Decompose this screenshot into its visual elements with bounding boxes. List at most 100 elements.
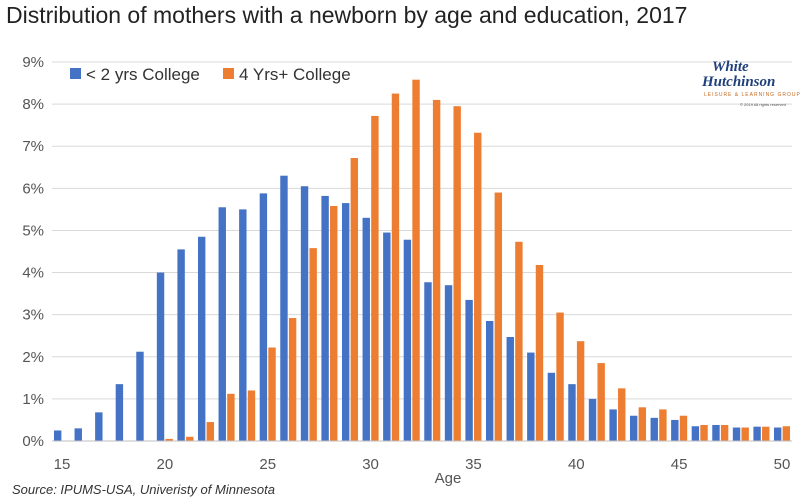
bar-less-than-2-yrs-college-age-47 [712,424,720,441]
x-tick-label: 45 [671,456,688,473]
bar-less-than-2-yrs-college-age-18 [115,384,124,441]
gridlines [52,61,792,400]
bar-4-yrs-plus-college-age-23 [227,393,235,441]
y-tick-label: 3% [22,307,44,324]
bar-4-yrs-plus-college-age-43 [638,407,647,441]
bar-4-yrs-plus-college-age-42 [618,388,626,441]
bar-less-than-2-yrs-college-age-48 [732,427,741,441]
bar-less-than-2-yrs-college-age-28 [321,195,329,441]
bar-4-yrs-plus-college-age-50 [782,426,791,441]
bar-less-than-2-yrs-college-age-23 [218,207,226,441]
legend: < 2 yrs College 4 Yrs+ College [70,65,351,84]
bar-less-than-2-yrs-college-age-32 [403,239,412,441]
bar-4-yrs-plus-college-age-25 [268,347,276,441]
bar-less-than-2-yrs-college-age-16 [74,428,82,441]
x-tick-label: 20 [157,456,174,473]
chart-title: Distribution of mothers with a newborn b… [6,2,688,28]
bar-less-than-2-yrs-college-age-45 [671,419,679,441]
bar-less-than-2-yrs-college-age-33 [424,282,432,441]
bars [53,79,791,442]
x-tick-label: 40 [568,456,585,473]
bar-4-yrs-plus-college-age-27 [309,248,317,441]
white-hutchinson-logo: White Hutchinson LEISURE & LEARNING GROU… [690,59,800,124]
bar-4-yrs-plus-college-age-30 [371,115,379,441]
y-tick-label: 1% [22,391,44,408]
bar-4-yrs-plus-college-age-37 [515,241,523,441]
bar-less-than-2-yrs-college-age-41 [588,398,597,441]
x-tick-label: 35 [465,456,482,473]
bar-less-than-2-yrs-college-age-42 [609,409,617,441]
bar-less-than-2-yrs-college-age-36 [485,320,494,441]
bar-less-than-2-yrs-college-age-25 [259,193,268,441]
x-axis-ticks: 15 20 25 30 35 40 45 50 [54,456,791,473]
y-tick-label: 7% [22,138,44,155]
bar-4-yrs-plus-college-age-34 [453,106,461,441]
bar-4-yrs-plus-college-age-38 [535,264,544,441]
bar-less-than-2-yrs-college-age-31 [383,232,391,441]
logo-tagline: LEISURE & LEARNING GROUP [704,92,800,98]
bar-less-than-2-yrs-college-age-38 [527,352,535,441]
bar-less-than-2-yrs-college-age-19 [136,351,144,441]
bar-less-than-2-yrs-college-age-44 [650,417,658,441]
y-axis-ticks: 0% 1% 2% 3% 4% 5% 6% 7% 8% 9% [22,54,44,450]
x-tick-label: 50 [774,456,791,473]
bar-less-than-2-yrs-college-age-34 [444,285,453,441]
bar-less-than-2-yrs-college-age-21 [177,249,185,441]
bar-4-yrs-plus-college-age-33 [432,99,441,442]
bar-less-than-2-yrs-college-age-27 [300,186,309,441]
bar-less-than-2-yrs-college-age-35 [465,299,473,441]
bar-less-than-2-yrs-college-age-43 [629,415,638,441]
legend-swatch-less-than-2-yrs-college [70,68,81,79]
bar-less-than-2-yrs-college-age-40 [568,384,576,441]
bar-4-yrs-plus-college-age-35 [474,132,482,441]
legend-label-4-yrs-plus-college: 4 Yrs+ College [239,65,351,84]
y-tick-label: 6% [22,180,44,197]
bar-4-yrs-plus-college-age-44 [659,409,667,441]
bar-4-yrs-plus-college-age-36 [494,192,503,441]
y-tick-label: 9% [22,54,44,71]
bar-4-yrs-plus-college-age-21 [186,436,194,441]
bar-less-than-2-yrs-college-age-46 [691,426,700,441]
logo-copyright: © 2019 All rights reserved [740,102,786,107]
y-tick-label: 2% [22,349,44,366]
bar-4-yrs-plus-college-age-32 [412,79,420,441]
bar-less-than-2-yrs-college-age-20 [156,272,165,441]
bar-4-yrs-plus-college-age-39 [556,312,564,441]
bar-less-than-2-yrs-college-age-15 [53,430,62,441]
bar-4-yrs-plus-college-age-49 [762,426,770,441]
y-tick-label: 0% [22,433,44,450]
bar-less-than-2-yrs-college-age-24 [239,209,247,441]
y-tick-label: 4% [22,265,44,282]
bar-4-yrs-plus-college-age-41 [597,363,605,441]
bar-4-yrs-plus-college-age-22 [206,422,215,441]
bar-4-yrs-plus-college-age-46 [700,424,708,441]
bar-4-yrs-plus-college-age-28 [330,206,338,441]
bar-4-yrs-plus-college-age-45 [679,415,688,441]
bar-4-yrs-plus-college-age-20 [165,438,173,441]
y-tick-label: 8% [22,96,44,113]
logo-text-white: White [712,59,749,75]
x-axis-title: Age [435,470,462,487]
bar-4-yrs-plus-college-age-48 [741,427,749,441]
bar-4-yrs-plus-college-age-40 [576,341,585,441]
source-note: Source: IPUMS-USA, Univeristy of Minneso… [12,482,275,497]
legend-label-less-than-2-yrs-college: < 2 yrs College [86,65,200,84]
bar-less-than-2-yrs-college-age-22 [197,236,206,441]
bar-4-yrs-plus-college-age-47 [720,424,729,441]
bar-less-than-2-yrs-college-age-50 [773,427,782,441]
bar-less-than-2-yrs-college-age-30 [362,217,370,441]
bar-4-yrs-plus-college-age-29 [350,158,359,441]
x-tick-label: 15 [54,456,71,473]
bar-less-than-2-yrs-college-age-49 [753,426,761,441]
bar-less-than-2-yrs-college-age-17 [95,412,103,441]
logo-text-hutchinson: Hutchinson [702,74,776,90]
bar-less-than-2-yrs-college-age-37 [506,336,514,441]
x-tick-label: 25 [259,456,276,473]
bar-4-yrs-plus-college-age-24 [247,390,256,441]
bar-4-yrs-plus-college-age-31 [391,93,400,441]
x-tick-label: 30 [362,456,379,473]
legend-swatch-4-yrs-plus-college [223,68,234,79]
bar-less-than-2-yrs-college-age-29 [341,203,350,441]
bar-less-than-2-yrs-college-age-39 [547,372,556,441]
